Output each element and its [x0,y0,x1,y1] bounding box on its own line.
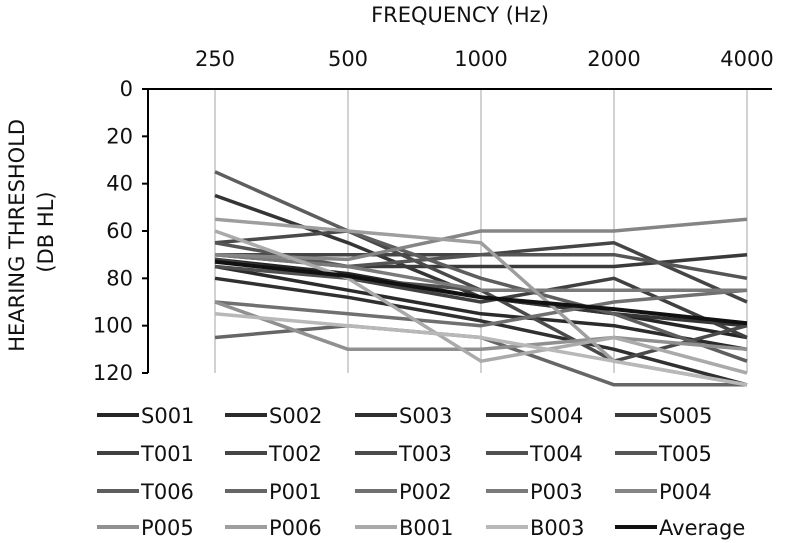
legend-label: S001 [141,404,194,428]
y-axis-title-line-2: (DB HL) [34,191,58,272]
y-tick-label-120: 120 [93,361,133,385]
legend-label: P002 [399,480,452,504]
legend-label: P005 [141,516,194,540]
y-tick-label-0: 0 [120,77,133,101]
x-tick-label-4000: 4000 [720,47,773,71]
legend-label: Average [659,516,745,540]
legend-item-t005: T005 [615,442,712,466]
y-tick-label-60: 60 [106,219,133,243]
legend-item-p004: P004 [615,480,712,504]
legend-label: S004 [530,404,583,428]
series-line-b001 [214,229,748,375]
x-axis-title: FREQUENCY (Hz) [371,3,549,27]
legend-item-p006: P006 [225,516,322,540]
legend-item-t001: T001 [97,442,194,466]
legend-item-p003: P003 [486,480,583,504]
legend-label: S002 [269,404,322,428]
legend-label: P001 [269,480,322,504]
legend-item-s003: S003 [355,404,452,428]
y-tick-label-40: 40 [106,172,133,196]
x-tick-label-250: 250 [195,47,235,71]
legend-label: T001 [140,442,194,466]
legend-label: T002 [268,442,322,466]
series-line-t006 [214,170,748,363]
axis-labels: FREQUENCY (Hz) HEARING THRESHOLD (DB HL) [5,3,549,352]
x-tick-label-1000: 1000 [454,47,507,71]
legend-label: T005 [658,442,712,466]
legend-label: T006 [140,480,194,504]
series-line-p002 [214,288,748,328]
legend-item-p005: P005 [97,516,194,540]
legend-item-average: Average [615,516,745,540]
legend-label: P006 [269,516,322,540]
legend-item-s001: S001 [97,404,194,428]
legend-item-s005: S005 [615,404,712,428]
legend-item-t006: T006 [97,480,194,504]
legend-label: S003 [399,404,452,428]
legend-item-t004: T004 [486,442,583,466]
legend-item-b003: B003 [486,516,585,540]
series-lines [214,170,748,387]
x-tick-label-2000: 2000 [587,47,640,71]
y-axis-title: HEARING THRESHOLD (DB HL) [5,112,58,352]
legend-item-s004: S004 [486,404,583,428]
legend-label: S005 [659,404,712,428]
x-tick-label-500: 500 [328,47,368,71]
legend-label: B001 [399,516,454,540]
legend-label: T003 [398,442,452,466]
series-line-p005 [214,300,748,352]
axes: 250 500 1000 2000 4000 0 20 40 60 80 100 120 [93,47,774,385]
legend-item-t002: T002 [225,442,322,466]
series-line-b003 [214,312,748,387]
legend-item-p002: P002 [355,480,452,504]
legend-item-b001: B001 [355,516,454,540]
legend: S001 S002 S003 S004 S005 T001 T002 T003 T004 T005… [97,404,745,540]
legend-item-t003: T003 [355,442,452,466]
series-line-average [214,259,748,326]
legend-item-p001: P001 [225,480,322,504]
legend-item-s002: S002 [225,404,322,428]
y-tick-label-100: 100 [93,314,133,338]
series-line-p004 [214,217,748,262]
y-tick-label-80: 80 [106,266,133,290]
legend-label: P004 [659,480,712,504]
legend-label: B003 [530,516,585,540]
legend-label: T004 [529,442,583,466]
series-line-s003 [214,276,748,387]
legend-label: P003 [530,480,583,504]
y-tick-label-20: 20 [106,124,133,148]
y-axis-title-line-1: HEARING THRESHOLD [5,119,29,352]
series-line-s002 [214,264,748,352]
